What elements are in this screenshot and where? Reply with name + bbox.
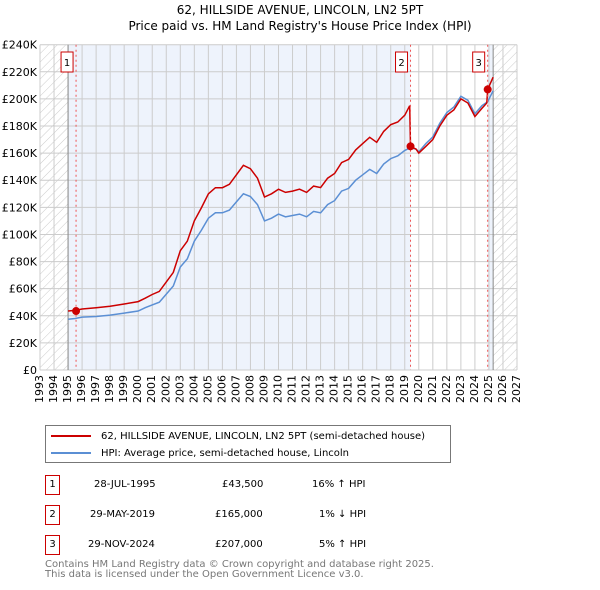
x-tick-label: 2010 (272, 375, 285, 403)
sale-label: 3 (475, 58, 481, 69)
x-tick-label: 2019 (398, 375, 411, 403)
x-tick-label: 2017 (370, 375, 383, 403)
x-tick-label: 1997 (89, 375, 102, 403)
x-tick-label: 2012 (300, 375, 313, 403)
x-tick-label: 1994 (47, 375, 60, 403)
transaction-number: 3 (45, 535, 60, 555)
x-tick-label: 2016 (356, 375, 369, 403)
chart-subtitle: Price paid vs. HM Land Registry's House … (128, 19, 472, 33)
x-tick-label: 2023 (454, 375, 467, 403)
x-tick-label: 2027 (510, 375, 523, 403)
legend-item-hpi: HPI: Average price, semi-detached house,… (51, 446, 349, 460)
x-tick-label: 2003 (173, 375, 186, 403)
y-tick-label: £140K (2, 174, 38, 187)
x-tick-label: 2001 (145, 375, 158, 403)
x-tick-label: 1999 (117, 375, 130, 403)
transaction-number: 1 (45, 475, 60, 495)
transaction-price: £43,500 (222, 479, 264, 490)
legend-swatch-blue (51, 452, 91, 454)
transaction-date: 29-NOV-2024 (88, 539, 155, 550)
transaction-hpi: 1% ↓ HPI (319, 509, 367, 520)
x-tick-label: 2004 (187, 375, 200, 403)
x-tick-label: 2013 (314, 375, 327, 403)
x-tick-label: 2021 (426, 375, 439, 403)
legend-item-property: 62, HILLSIDE AVENUE, LINCOLN, LN2 5PT (s… (51, 429, 425, 443)
transaction-price: £165,000 (215, 509, 263, 520)
legend-label-hpi: HPI: Average price, semi-detached house,… (101, 447, 350, 459)
transaction-row: 2 29-MAY-2019 £165,000 1% ↓ HPI (45, 505, 445, 525)
y-tick-label: £80K (9, 256, 38, 269)
y-tick-label: £220K (2, 66, 38, 79)
transaction-hpi: 16% ↑ HPI (312, 479, 366, 490)
sale-point (72, 307, 81, 316)
x-tick-label: 2015 (342, 375, 355, 403)
legend-label-property: 62, HILLSIDE AVENUE, LINCOLN, LN2 5PT (s… (101, 430, 426, 442)
transaction-date: 28-JUL-1995 (94, 479, 156, 490)
transaction-row: 3 29-NOV-2024 £207,000 5% ↑ HPI (45, 535, 445, 555)
y-tick-label: £20K (9, 337, 38, 350)
y-tick-label: £100K (2, 228, 38, 241)
y-tick-label: £200K (2, 93, 38, 106)
footer: Contains HM Land Registry data © Crown c… (45, 560, 434, 580)
transaction-date: 29-MAY-2019 (90, 509, 156, 520)
y-tick-label: £60K (9, 283, 38, 296)
transaction-hpi: 5% ↑ HPI (319, 539, 367, 550)
y-tick-label: £180K (2, 120, 38, 133)
y-tick-label: £240K (2, 39, 38, 52)
x-tick-label: 2025 (482, 375, 495, 403)
legend: 62, HILLSIDE AVENUE, LINCOLN, LN2 5PT (s… (45, 425, 451, 463)
x-tick-label: 2009 (257, 375, 270, 403)
y-tick-label: £0 (23, 364, 37, 377)
x-tick-label: 2014 (328, 375, 341, 403)
x-tick-label: 2011 (286, 375, 299, 403)
x-tick-label: 2022 (440, 375, 453, 403)
footer-licence: This data is licensed under the Open Gov… (45, 569, 364, 580)
legend-swatch-red (51, 435, 91, 437)
x-tick-label: 2006 (215, 375, 228, 403)
transaction-row: 1 28-JUL-1995 £43,500 16% ↑ HPI (45, 475, 445, 495)
x-tick-label: 2018 (384, 375, 397, 403)
property-price-line (68, 76, 494, 312)
x-tick-label: 2000 (131, 375, 144, 403)
sale-point (406, 142, 415, 151)
y-tick-label: £40K (9, 310, 38, 323)
hpi-line (68, 90, 494, 320)
x-tick-label: 1998 (103, 375, 116, 403)
x-tick-label: 1996 (75, 375, 88, 403)
sale-label-box (472, 51, 486, 73)
x-tick-label: 2008 (243, 375, 256, 403)
chart-title: 62, HILLSIDE AVENUE, LINCOLN, LN2 5PT (176, 3, 424, 17)
sale-label-box (395, 51, 409, 73)
sale-point (483, 85, 492, 94)
x-tick-label: 2024 (468, 375, 481, 403)
transaction-price: £207,000 (215, 539, 263, 550)
x-tick-label: 1995 (61, 375, 74, 403)
x-tick-label: 2005 (201, 375, 214, 403)
x-tick-label: 2026 (496, 375, 509, 403)
x-tick-label: 1993 (33, 375, 46, 403)
sale-label-box (60, 51, 74, 73)
sale-label: 2 (398, 58, 404, 69)
footer-copyright: Contains HM Land Registry data © Crown c… (45, 559, 434, 570)
x-tick-label: 2007 (229, 375, 242, 403)
x-tick-label: 2002 (159, 375, 172, 403)
y-tick-label: £120K (2, 201, 38, 214)
transaction-number: 2 (45, 505, 60, 525)
sale-label: 1 (64, 58, 70, 69)
x-tick-label: 2020 (412, 375, 425, 403)
y-tick-label: £160K (2, 147, 38, 160)
